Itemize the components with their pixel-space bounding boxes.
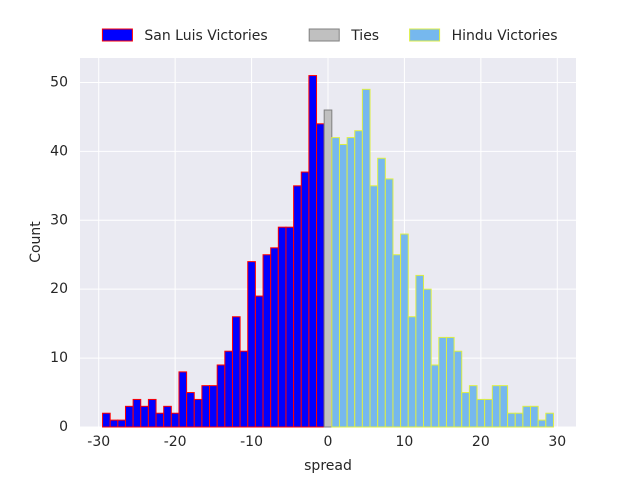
bar [461,392,470,428]
bar [331,137,340,428]
bar [537,419,547,428]
bar [254,295,264,428]
x-axis-label: spread [304,458,352,474]
bar [224,350,233,428]
bar [415,274,425,428]
bar [163,405,172,428]
x-tick-label: -10 [240,434,263,450]
bar [507,412,516,428]
bar [201,385,211,428]
legend-swatch [308,28,340,42]
bar [262,254,272,428]
bar [361,88,371,428]
y-tick-label: 40 [50,143,68,159]
x-tick-label: 0 [324,434,333,450]
bar [354,130,363,428]
legend-swatch [101,28,133,42]
bar [285,226,295,428]
bar [384,178,394,428]
bar [476,398,486,428]
bar [514,412,524,428]
bar [117,419,126,428]
y-tick-label: 50 [50,74,68,90]
bar [239,350,249,428]
bar [438,336,447,428]
bar [147,398,157,428]
bar [323,109,333,428]
bar [445,336,455,428]
bar [430,364,440,428]
legend-label: Ties [350,28,379,44]
bar [499,385,509,428]
y-tick-label: 10 [50,350,68,366]
bar [247,261,256,428]
legend-label: Hindu Victories [452,28,558,44]
y-tick-label: 20 [50,281,68,297]
bar [377,157,386,428]
y-axis-label: Count [28,221,44,263]
bar [530,405,539,428]
bar [124,405,134,428]
bar [193,398,203,428]
bar [316,123,325,428]
x-tick-label: 30 [548,434,566,450]
bar [109,419,119,428]
bar [392,254,402,428]
bar [300,171,310,428]
bar [155,412,165,428]
bar [400,233,409,428]
x-tick-label: 20 [472,434,490,450]
bar [186,392,195,428]
bar [170,412,180,428]
bar [338,143,348,428]
x-tick-label: 10 [396,434,414,450]
legend-label: San Luis Victories [144,28,267,44]
y-tick-label: 0 [59,419,68,435]
bar [216,364,226,428]
bar [270,247,279,428]
bar [231,316,241,428]
y-tick-label: 30 [50,212,68,228]
bar [346,137,356,428]
bar [102,412,111,428]
bar [484,398,493,428]
bar [407,316,417,428]
bar [453,350,463,428]
bar [369,185,379,428]
bar [209,385,218,428]
x-tick-label: -20 [164,434,187,450]
bar [308,75,318,428]
bar [468,385,478,428]
bar [178,371,188,428]
bar [522,405,532,428]
bar [491,385,501,428]
bar [545,412,554,428]
bar [293,185,302,428]
bar [132,398,142,428]
bar [277,226,287,428]
legend-swatch [409,28,441,42]
x-tick-label: -30 [87,434,110,450]
bar [140,405,149,428]
bar [423,288,432,428]
